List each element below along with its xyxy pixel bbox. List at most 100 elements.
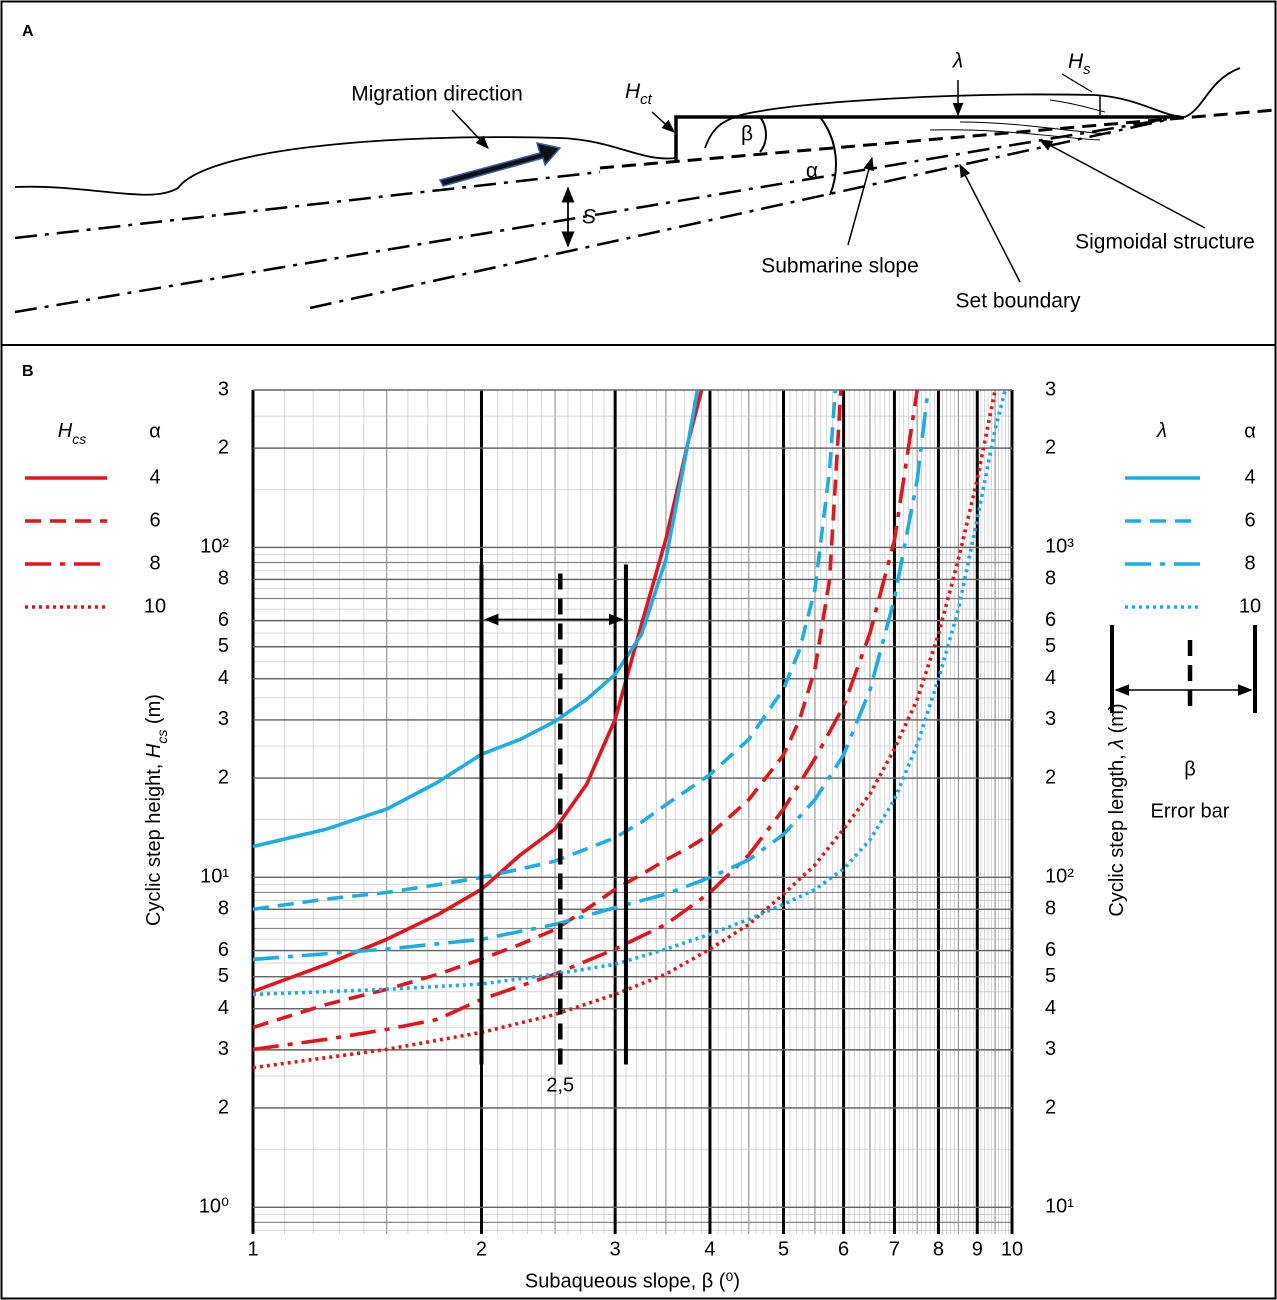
label-part: Cyclic step length, bbox=[1106, 749, 1128, 917]
leader bbox=[1038, 139, 1206, 229]
y-tick-label: 10¹ bbox=[1045, 1196, 1074, 1218]
label-part: cs bbox=[72, 431, 86, 447]
x-tick-label: 4 bbox=[704, 1238, 715, 1260]
label: Hs bbox=[1068, 50, 1091, 79]
y-tick-label: 10² bbox=[1045, 866, 1074, 888]
y-tick-label: 2 bbox=[1045, 436, 1056, 458]
y-tick-label: 8 bbox=[1045, 568, 1056, 590]
y-tick-label: 10³ bbox=[1045, 536, 1074, 558]
migration-arrow bbox=[438, 141, 562, 187]
label-part: (m) bbox=[143, 694, 165, 730]
y-tick-label: 5 bbox=[218, 965, 229, 987]
y-tick-label: 10⁰ bbox=[199, 1196, 229, 1218]
label: β bbox=[741, 123, 753, 146]
legend-label: 4 bbox=[149, 466, 160, 488]
x-tick-label: 6 bbox=[838, 1238, 849, 1260]
y-tick-label: 3 bbox=[1045, 708, 1056, 730]
y-tick-label: 2 bbox=[1045, 766, 1056, 788]
legend-column-title: α bbox=[149, 420, 161, 442]
y-tick-label: 4 bbox=[218, 997, 229, 1019]
y-tick-label: 6 bbox=[218, 609, 229, 631]
leader bbox=[847, 156, 874, 246]
panel-label: A bbox=[22, 23, 34, 40]
x-tick-label: 5 bbox=[778, 1238, 789, 1260]
label-part: cs bbox=[154, 730, 170, 744]
y-tick-label: 3 bbox=[218, 378, 229, 400]
curves bbox=[252, 389, 1008, 1070]
leader bbox=[959, 163, 1021, 283]
series-line bbox=[252, 389, 704, 994]
y-tick-label: 2 bbox=[218, 436, 229, 458]
legend-column-title: α bbox=[1244, 420, 1256, 442]
step-outline bbox=[674, 115, 1180, 160]
subscript: ct bbox=[640, 91, 653, 108]
y-tick-label: 5 bbox=[1045, 965, 1056, 987]
series-line bbox=[252, 389, 1008, 997]
y-tick-label: 3 bbox=[1045, 1038, 1056, 1060]
leader bbox=[1061, 73, 1093, 93]
legend-title: λ bbox=[1156, 420, 1167, 442]
y-tick-label: 10¹ bbox=[200, 866, 229, 888]
panel-a: A Migration direction Hct λ Hs β α S Sub… bbox=[14, 23, 1276, 314]
x-tick-label: 1 bbox=[247, 1238, 258, 1260]
y-tick-label: 4 bbox=[1045, 667, 1056, 689]
x-tick-label: 2 bbox=[476, 1238, 487, 1260]
y-tick-label: 6 bbox=[1045, 609, 1056, 631]
series-line bbox=[252, 389, 838, 912]
leader bbox=[451, 109, 489, 149]
leader bbox=[651, 111, 675, 133]
y-tick-label: 6 bbox=[1045, 939, 1056, 961]
y-tick-label: 8 bbox=[218, 568, 229, 590]
y-tick-label: 3 bbox=[218, 708, 229, 730]
legend-label: 10 bbox=[1239, 595, 1261, 617]
submarine-slope-line bbox=[599, 108, 1276, 170]
label: α bbox=[806, 160, 818, 183]
beta-arc bbox=[759, 116, 767, 153]
legend-error-symbol: β bbox=[1184, 758, 1196, 780]
label-part: (m) bbox=[1106, 703, 1128, 739]
panel-label: B bbox=[22, 363, 34, 380]
y-tick-label: 3 bbox=[1045, 378, 1056, 400]
y-tick-label: 4 bbox=[1045, 997, 1056, 1019]
x-axis-label: Subaqueous slope, β (⁰) bbox=[525, 1270, 740, 1292]
legend-label: 10 bbox=[144, 595, 166, 617]
series-line bbox=[252, 389, 919, 1052]
y-tick-label: 8 bbox=[1045, 898, 1056, 920]
y-tick-label: 5 bbox=[1045, 635, 1056, 657]
y2-axis-label: Cyclic step length, λ (m) bbox=[1106, 703, 1128, 916]
subscript: s bbox=[1083, 61, 1091, 78]
x-tick-label: 8 bbox=[933, 1238, 944, 1260]
y-axis-label: Cyclic step height, Hcs (m) bbox=[143, 694, 169, 926]
alpha-arc bbox=[819, 116, 837, 196]
legend-label: 6 bbox=[1244, 509, 1255, 531]
label: Hct bbox=[625, 80, 653, 109]
set-boundary-line bbox=[14, 115, 1181, 314]
series-line bbox=[252, 389, 843, 1030]
label-part: λ bbox=[1106, 739, 1128, 750]
label: Migration direction bbox=[351, 83, 523, 106]
series-line bbox=[252, 389, 997, 1070]
bed-profile bbox=[14, 136, 677, 196]
label: Set boundary bbox=[956, 290, 1081, 313]
bed-profile bbox=[704, 67, 1241, 149]
label: Sigmoidal structure bbox=[1075, 231, 1255, 254]
y-tick-label: 6 bbox=[218, 939, 229, 961]
label: S bbox=[582, 206, 596, 229]
label: Submarine slope bbox=[761, 255, 919, 278]
series-line bbox=[252, 389, 700, 849]
y-tick-label: 5 bbox=[218, 635, 229, 657]
x-tick-label: 10 bbox=[1001, 1238, 1023, 1260]
sigmoidal-lines bbox=[929, 99, 1111, 141]
labels: 1 2 3 4 5 6 7 8 9 10 10⁰ 2 3 4 5 6 8 10¹ 2 3 4 5 6 8 10² 2 3 10¹ 2 3 4… bbox=[25, 378, 1261, 1292]
set-boundary-line bbox=[14, 170, 601, 240]
error-bar-label: 2,5 bbox=[546, 1075, 574, 1097]
legend-label: 6 bbox=[149, 509, 160, 531]
y-tick-label: 3 bbox=[218, 1038, 229, 1060]
y-tick-label: 2 bbox=[218, 766, 229, 788]
series-line bbox=[252, 389, 930, 962]
legend-label: 8 bbox=[1244, 552, 1255, 574]
label-part: Cyclic step height, bbox=[143, 758, 165, 926]
